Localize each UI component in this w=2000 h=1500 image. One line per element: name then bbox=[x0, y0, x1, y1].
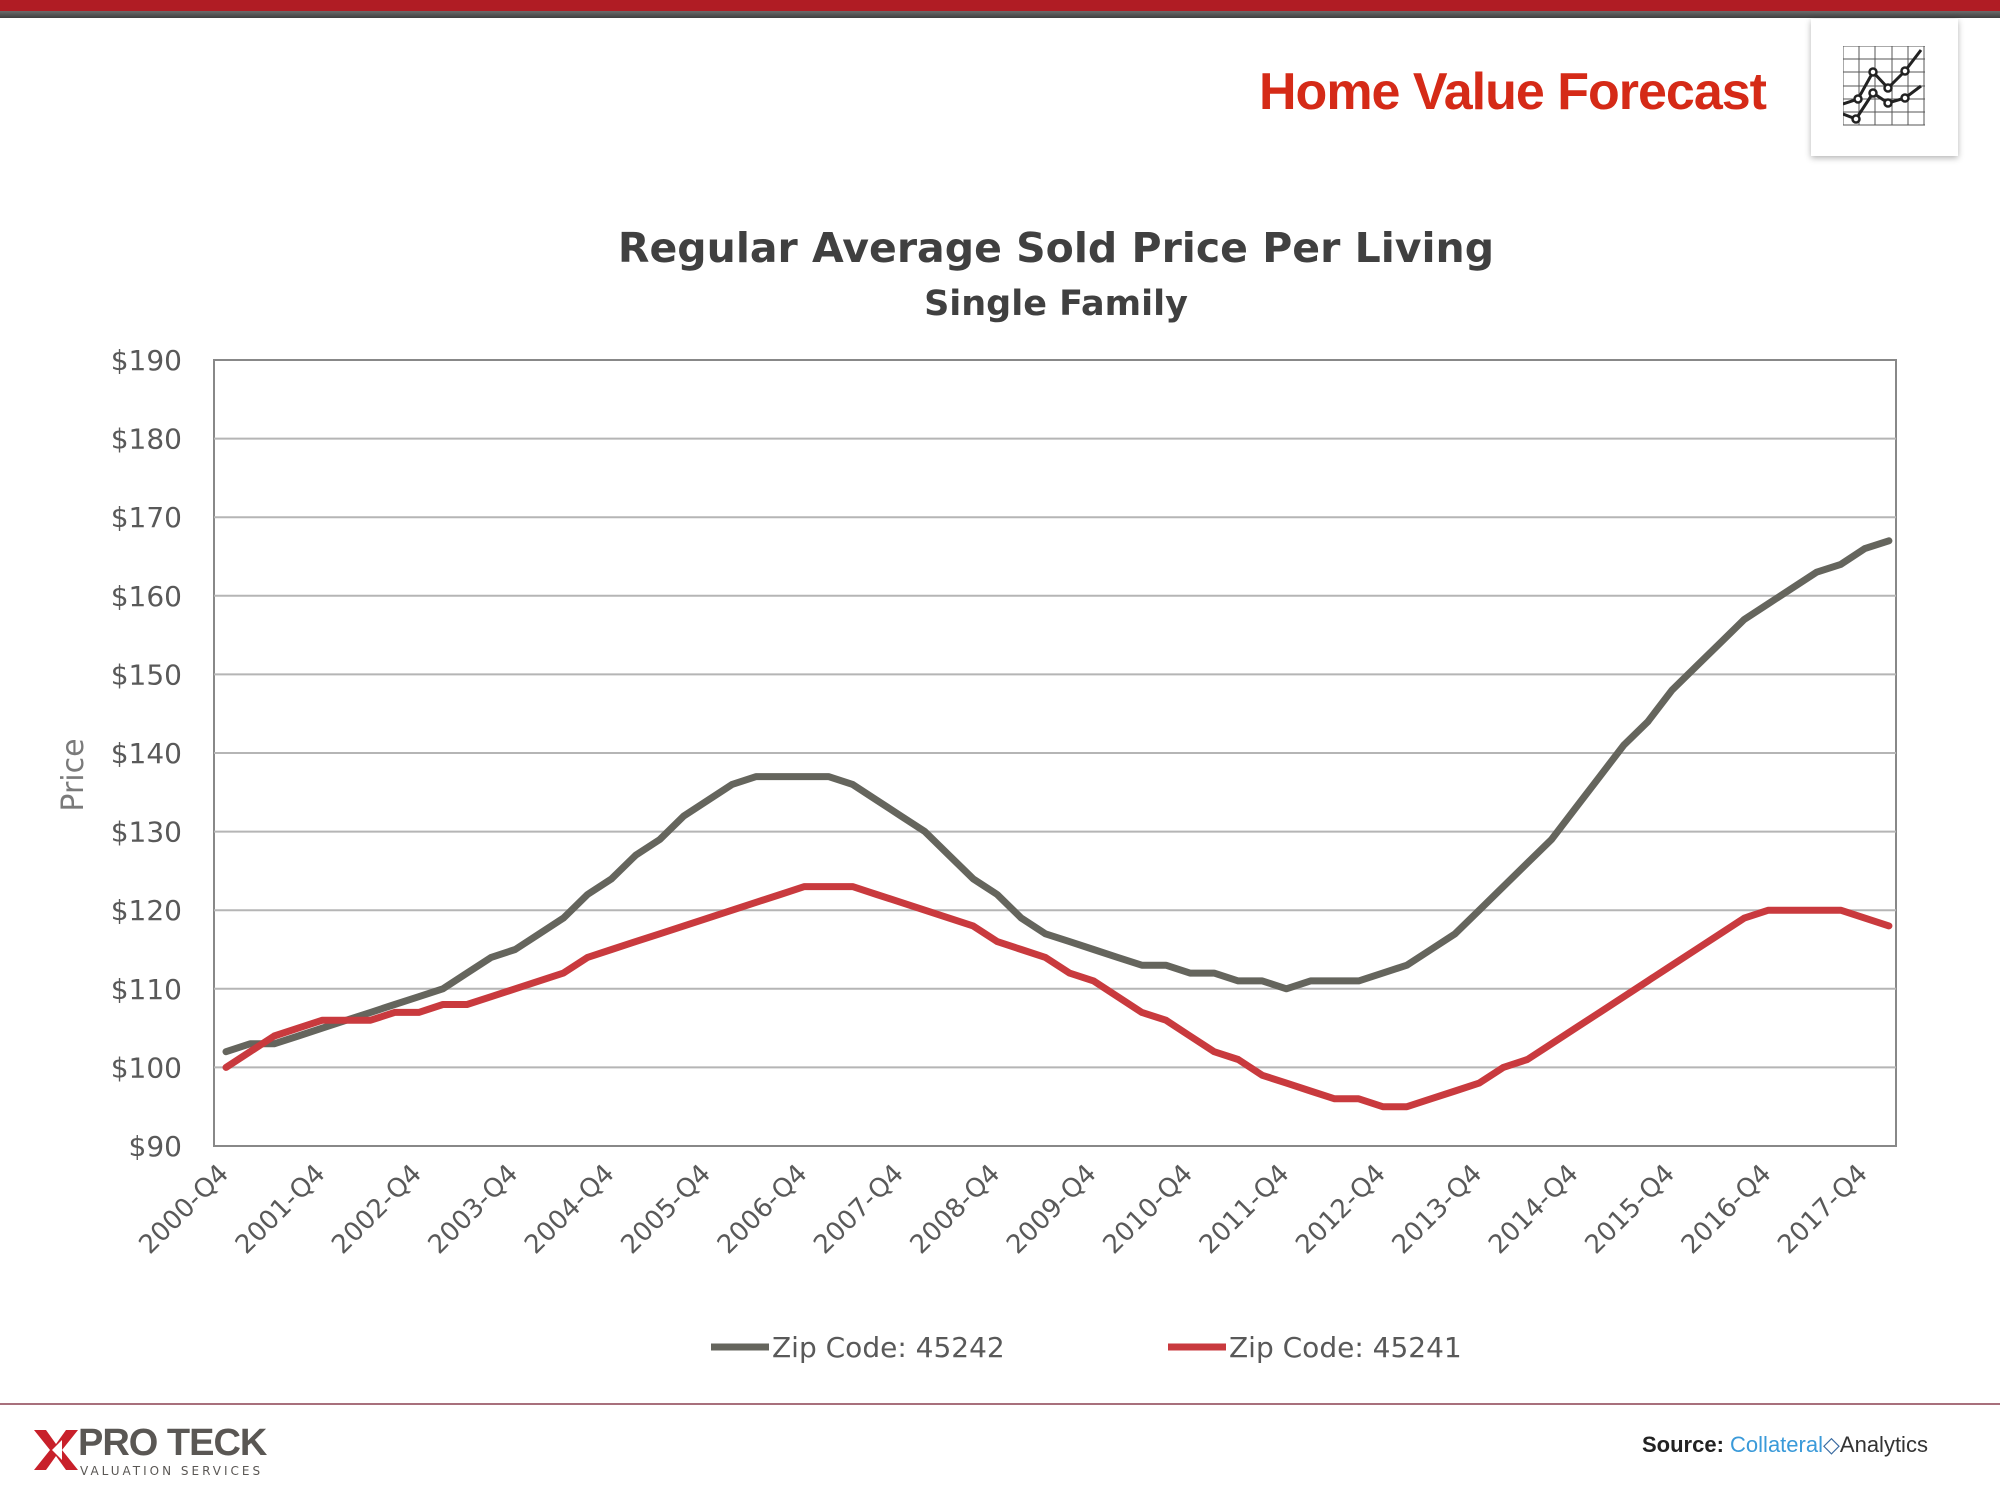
y-tick-label: $140 bbox=[111, 737, 182, 770]
x-tick-label: 2008-Q4 bbox=[905, 1159, 1006, 1260]
logo-subtext: VALUATION SERVICES bbox=[80, 1464, 264, 1478]
top-accent-bar bbox=[0, 0, 2000, 11]
x-tick-label: 2003-Q4 bbox=[423, 1159, 524, 1260]
x-tick-label: 2011-Q4 bbox=[1194, 1159, 1295, 1260]
legend-label: Zip Code: 45241 bbox=[1229, 1331, 1462, 1364]
x-tick-label: 2004-Q4 bbox=[519, 1159, 620, 1260]
y-tick-label: $180 bbox=[111, 423, 182, 456]
x-tick-label: 2012-Q4 bbox=[1290, 1159, 1391, 1260]
source-name-analytics: Analytics bbox=[1839, 1432, 1928, 1457]
chart-title: Regular Average Sold Price Per Living bbox=[617, 224, 1495, 272]
source-credit: Source: Collateral◇Analytics bbox=[1642, 1432, 1928, 1458]
y-axis-label: Price bbox=[56, 738, 91, 811]
y-tick-label: $170 bbox=[111, 501, 182, 534]
source-label: Source: bbox=[1642, 1432, 1724, 1457]
y-tick-label: $110 bbox=[111, 973, 182, 1006]
x-tick-label: 2006-Q4 bbox=[712, 1159, 813, 1260]
proteck-logo: PRO TECK VALUATION SERVICES bbox=[32, 1422, 267, 1478]
x-tick-label: 2005-Q4 bbox=[615, 1159, 716, 1260]
x-tick-label: 2010-Q4 bbox=[1097, 1159, 1198, 1260]
x-tick-label: 2015-Q4 bbox=[1579, 1159, 1680, 1260]
x-tick-label: 2017-Q4 bbox=[1772, 1159, 1873, 1260]
y-tick-label: $90 bbox=[129, 1130, 182, 1163]
line-chart-icon bbox=[1811, 19, 1958, 156]
series-line-1 bbox=[222, 537, 1893, 1056]
chart-subtitle: Single Family bbox=[924, 284, 1188, 324]
logo-text: PRO TECK bbox=[78, 1422, 267, 1464]
y-tick-label: $130 bbox=[111, 816, 182, 849]
x-tick-label: 2016-Q4 bbox=[1676, 1159, 1777, 1260]
y-tick-label: $190 bbox=[111, 344, 182, 377]
proteck-x-icon bbox=[34, 1430, 78, 1470]
x-tick-label: 2009-Q4 bbox=[1001, 1159, 1102, 1260]
page-title: Home Value Forecast bbox=[1259, 63, 1767, 121]
y-tick-label: $120 bbox=[111, 894, 182, 927]
x-tick-label: 2001-Q4 bbox=[230, 1159, 331, 1260]
legend-label: Zip Code: 45242 bbox=[772, 1331, 1005, 1364]
x-tick-label: 2000-Q4 bbox=[133, 1159, 234, 1260]
x-tick-label: 2007-Q4 bbox=[808, 1159, 909, 1260]
x-tick-label: 2002-Q4 bbox=[326, 1159, 427, 1260]
footer-divider bbox=[0, 1403, 2000, 1405]
x-tick-label: 2014-Q4 bbox=[1483, 1159, 1584, 1260]
top-gray-bar bbox=[0, 11, 2000, 18]
diamond-icon: ◇ bbox=[1822, 1432, 1840, 1457]
y-tick-label: $100 bbox=[111, 1051, 182, 1084]
x-tick-label: 2013-Q4 bbox=[1387, 1159, 1488, 1260]
source-name-collateral: Collateral bbox=[1730, 1432, 1823, 1457]
series-line-2 bbox=[222, 883, 1893, 1111]
y-tick-label: $150 bbox=[111, 658, 182, 691]
y-tick-label: $160 bbox=[111, 580, 182, 613]
